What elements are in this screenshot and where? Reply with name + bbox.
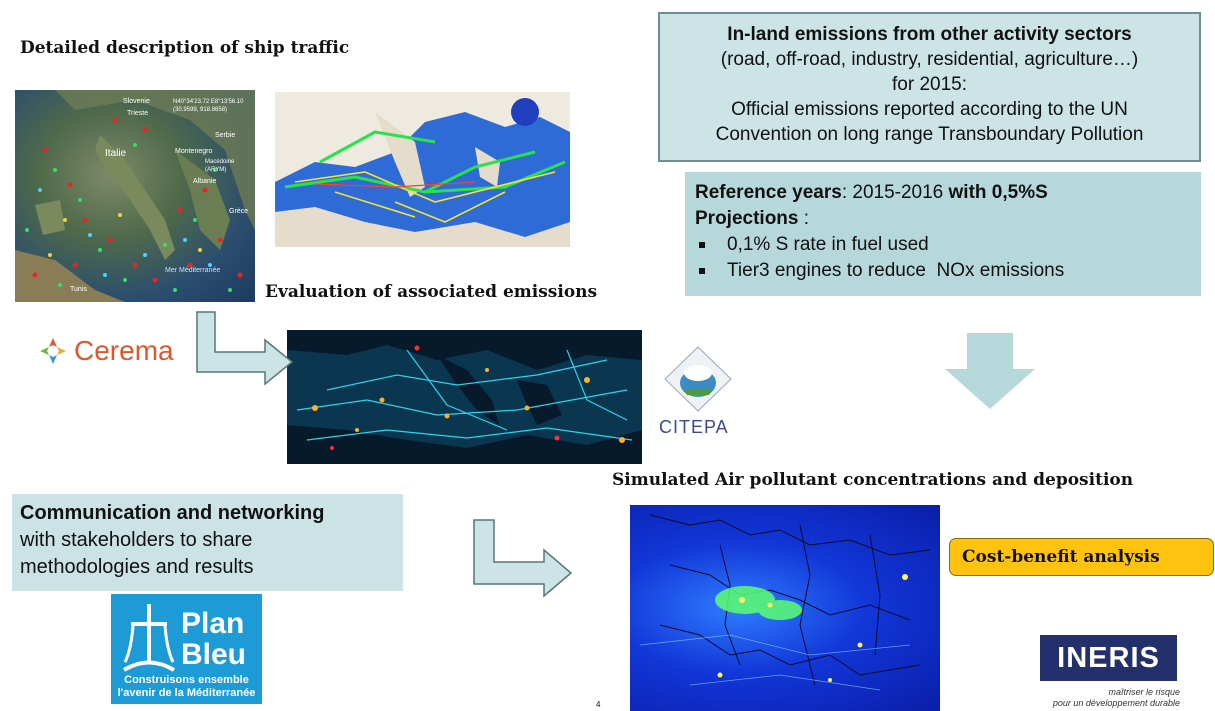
map-label-serbia: Serbie bbox=[215, 132, 236, 139]
emissions-evaluation-title: Evaluation of associated emissions bbox=[265, 282, 598, 302]
cerema-mark-icon bbox=[40, 338, 66, 364]
bullet-text: 0,1% S rate in fuel used bbox=[727, 234, 929, 255]
cerema-logo: Cerema bbox=[38, 333, 178, 369]
ship-density-map bbox=[275, 92, 570, 247]
ineris-logo-text: INERIS bbox=[1040, 635, 1177, 681]
plan-bleu-logo: Plan Bleu Construisons ensemble l'avenir… bbox=[111, 594, 262, 704]
reference-years-value: : 2015-2016 bbox=[841, 182, 949, 203]
communication-box: Communication and networking with stakeh… bbox=[12, 494, 403, 591]
inland-year: for 2015: bbox=[892, 74, 967, 95]
map-label-tunis: Tunis bbox=[70, 286, 87, 293]
inland-heading: In-land emissions from other activity se… bbox=[727, 24, 1132, 45]
citepa-diamond-icon bbox=[664, 346, 732, 412]
map-label-macedonia: Macédoine (ARYM) bbox=[205, 159, 235, 173]
bullet-text: Tier3 engines to reduce NOx emissions bbox=[727, 260, 1065, 281]
plan-bleu-title-2: Bleu bbox=[181, 638, 247, 671]
cost-benefit-box: Cost-benefit analysis bbox=[949, 538, 1214, 576]
concentrations-map bbox=[630, 505, 940, 711]
projections-label: Projections bbox=[695, 208, 799, 229]
plan-bleu-tagline-1: Construisons ensemble bbox=[124, 674, 249, 686]
map-label-mer: Mer Méditerranée bbox=[165, 267, 221, 274]
ineris-tagline-2: pour un développement durable bbox=[1052, 698, 1180, 708]
map-label-italie: Italie bbox=[105, 148, 127, 159]
plan-bleu-emblem-icon bbox=[122, 604, 176, 672]
page-number: 4 bbox=[596, 700, 601, 709]
ineris-tagline-1: maîtriser le risque bbox=[1108, 687, 1180, 697]
map-label-montenegro: Montenegro bbox=[175, 148, 213, 155]
bullet-square-icon bbox=[699, 268, 705, 274]
elbow-arrow-to-concentrations-icon bbox=[473, 519, 573, 598]
map-label-albania: Albanie bbox=[193, 178, 217, 185]
simulated-concentrations-title: Simulated Air pollutant concentrations a… bbox=[612, 470, 1134, 490]
bullet-item: Tier3 engines to reduce NOx emissions bbox=[695, 258, 1201, 284]
bullet-square-icon bbox=[699, 242, 705, 248]
inland-convention: Convention on long range Transboundary P… bbox=[715, 124, 1144, 145]
map-label-trieste: Trieste bbox=[127, 110, 149, 117]
down-arrow-icon bbox=[945, 333, 1035, 409]
map-label-slovenia: Slovenie bbox=[123, 98, 150, 105]
ineris-logo: INERIS maîtriser le risque pour un dével… bbox=[1040, 635, 1180, 711]
communication-line-3: methodologies and results bbox=[20, 556, 254, 578]
communication-line-2: with stakeholders to share bbox=[20, 529, 253, 551]
communication-heading: Communication and networking bbox=[20, 502, 325, 524]
inland-sectors: (road, off-road, industry, residential, … bbox=[720, 49, 1139, 70]
projections-colon: : bbox=[798, 208, 810, 229]
bullet-item: 0,1% S rate in fuel used bbox=[695, 232, 1201, 258]
reference-years-box: Reference years: 2015-2016 with 0,5%S Pr… bbox=[685, 172, 1201, 296]
reference-sulfur: with 0,5%S bbox=[948, 182, 1048, 203]
inland-official: Official emissions reported according to… bbox=[731, 99, 1128, 120]
plan-bleu-title-1: Plan bbox=[181, 607, 245, 640]
map-label-coords: N40°34'23.72 E8°13'56.10 (30.9599, 918.8… bbox=[173, 99, 244, 113]
ship-traffic-title: Detailed description of ship traffic bbox=[20, 38, 350, 58]
emissions-map bbox=[287, 330, 642, 464]
cerema-logo-text: Cerema bbox=[74, 335, 174, 366]
map-label-greece: Grèce bbox=[229, 208, 249, 215]
citepa-logo-text: CITEPA bbox=[659, 417, 729, 437]
elbow-arrow-to-emissions-icon bbox=[196, 311, 294, 386]
citepa-logo: CITEPA bbox=[655, 345, 745, 440]
plan-bleu-tagline-2: l'avenir de la Méditerranée bbox=[117, 687, 256, 699]
inland-emissions-box: In-land emissions from other activity se… bbox=[658, 12, 1201, 162]
reference-years-label: Reference years bbox=[695, 182, 842, 203]
ship-positions-map: Italie Slovenie Trieste N40°34'23.72 E8°… bbox=[15, 90, 255, 302]
